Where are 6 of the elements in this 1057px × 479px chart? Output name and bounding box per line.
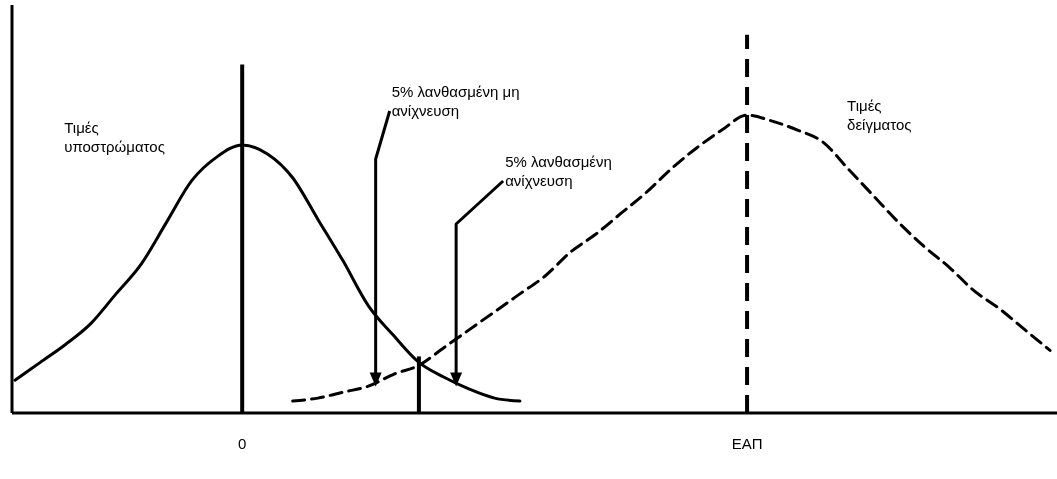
annotation: 5% λανθασμένη ανίχνευση [505,153,612,189]
annotation: 5% λανθασμένη μη ανίχνευση [391,83,520,119]
x-tick-label: ΕΑΠ [731,435,763,452]
series-label: Τιμές δείγματος [847,97,912,134]
x-tick-label: 0 [238,435,247,452]
text: Τιμές υποστρώματος [64,118,165,155]
